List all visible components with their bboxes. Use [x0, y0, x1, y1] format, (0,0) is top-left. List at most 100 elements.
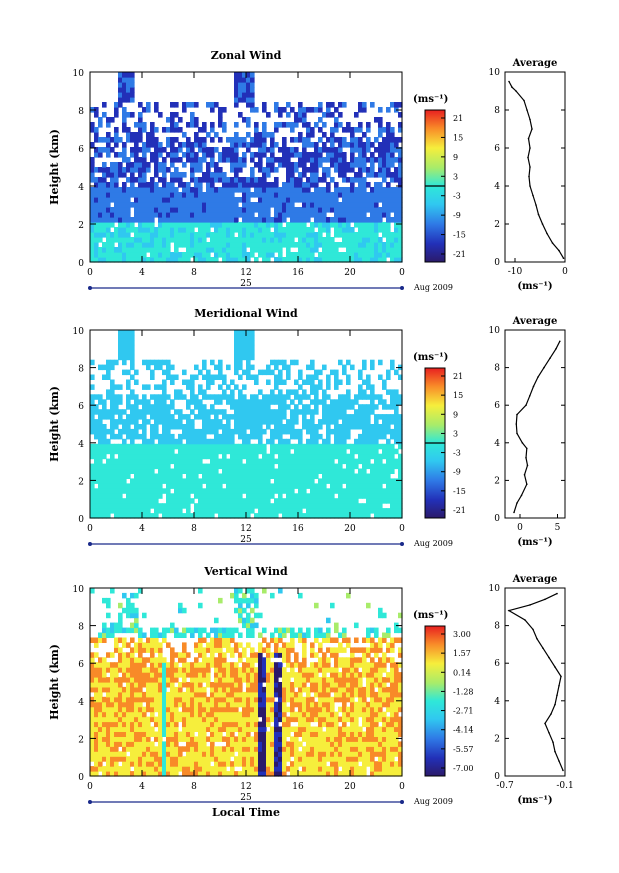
heatmap-cell — [186, 212, 191, 218]
heatmap-cell — [130, 652, 135, 658]
heatmap-cell — [102, 771, 107, 777]
heatmap-cell — [90, 741, 95, 747]
heatmap-cell — [178, 207, 183, 213]
heatmap-cell — [258, 137, 263, 143]
heatmap-cell — [222, 197, 227, 203]
heatmap-cell — [114, 458, 119, 465]
heatmap-cell — [134, 731, 139, 737]
heatmap-cell — [382, 252, 387, 258]
heatmap-cell — [182, 433, 187, 440]
heatmap-cell — [138, 232, 143, 238]
heatmap-cell — [90, 212, 95, 218]
heatmap-cell — [134, 726, 139, 732]
heatmap-cell — [106, 359, 111, 366]
heatmap-cell — [102, 463, 107, 470]
heatmap-cell — [378, 217, 383, 223]
heatmap-cell — [258, 448, 263, 455]
heatmap-cell — [166, 513, 171, 519]
heatmap-cell — [370, 359, 375, 366]
heatmap-cell — [126, 404, 131, 410]
heatmap-cell — [242, 349, 247, 356]
heatmap-cell — [302, 117, 307, 123]
heatmap-cell — [114, 112, 119, 118]
heatmap-cell — [290, 252, 295, 258]
heatmap-cell — [138, 237, 143, 243]
heatmap-cell — [378, 463, 383, 470]
heatmap-cell — [294, 242, 299, 248]
heatmap-cell — [290, 187, 295, 193]
heatmap-cell — [122, 147, 127, 153]
profile-frame — [504, 329, 566, 519]
heatmap-cell — [194, 217, 199, 223]
heatmap-cell — [194, 667, 199, 673]
heatmap-cell — [338, 404, 343, 410]
heatmap-cell — [398, 257, 403, 263]
heatmap-cell — [106, 761, 111, 767]
heatmap-cell — [110, 117, 115, 123]
heatmap-cell — [302, 419, 307, 425]
heatmap-cell — [134, 503, 139, 509]
heatmap-cell — [286, 483, 291, 489]
heatmap-cell — [226, 463, 231, 470]
heatmap-cell — [106, 706, 111, 713]
heatmap-cell — [366, 257, 371, 263]
heatmap-cell — [234, 222, 239, 228]
heatmap-cell — [158, 632, 163, 638]
heatmap-cell — [94, 212, 99, 218]
heatmap-cell — [218, 478, 223, 484]
heatmap-cell — [214, 771, 219, 777]
heatmap-cell — [314, 399, 319, 405]
heatmap-cell — [154, 404, 159, 410]
heatmap-cell — [330, 508, 335, 514]
heatmap-cell — [194, 513, 199, 519]
heatmap-cell — [122, 607, 127, 614]
heatmap-cell — [290, 127, 295, 133]
heatmap-cell — [394, 172, 399, 178]
heatmap-cell — [202, 152, 207, 158]
heatmap-cell — [178, 463, 183, 470]
heatmap-cell — [182, 182, 187, 188]
heatmap-cell — [290, 182, 295, 188]
heatmap-cell — [178, 711, 183, 718]
profile-point — [531, 128, 533, 130]
heatmap-cell — [162, 172, 167, 178]
heatmap-cell — [178, 424, 183, 430]
heatmap-cell — [130, 736, 135, 742]
heatmap-cell — [306, 242, 311, 248]
heatmap-cell — [146, 741, 151, 747]
heatmap-cell — [342, 102, 347, 108]
heatmap-cell — [122, 82, 127, 88]
heatmap-cell — [98, 701, 103, 708]
heatmap-cell — [186, 761, 191, 767]
heatmap-cell — [206, 647, 211, 653]
heatmap-cell — [286, 394, 291, 400]
heatmap-cell — [186, 662, 191, 668]
heatmap-cell — [194, 672, 199, 678]
heatmap-cell — [262, 232, 267, 238]
heatmap-cell — [94, 453, 99, 460]
heatmap-cell — [142, 756, 147, 762]
heatmap-cell — [238, 394, 243, 400]
heatmap-cell — [98, 227, 103, 233]
heatmap-cell — [394, 448, 399, 455]
heatmap-cell — [314, 384, 319, 390]
heatmap-cell — [154, 632, 159, 638]
heatmap-cell — [178, 488, 183, 494]
heatmap-cell — [370, 217, 375, 223]
heatmap-cell — [370, 167, 375, 173]
heatmap-cell — [302, 478, 307, 484]
heatmap-cell — [338, 503, 343, 509]
heatmap-cell — [134, 508, 139, 514]
heatmap-cell — [366, 428, 371, 435]
heatmap-cell — [102, 493, 107, 499]
heatmap-cell — [162, 399, 167, 405]
heatmap-cell — [166, 677, 171, 683]
heatmap-cell — [238, 334, 243, 341]
heatmap-cell — [142, 182, 147, 188]
heatmap-cell — [358, 468, 363, 474]
heatmap-cell — [126, 766, 131, 772]
heatmap-cell — [158, 751, 163, 757]
heatmap-cell — [278, 463, 283, 470]
heatmap-cell — [334, 152, 339, 158]
heatmap-cell — [162, 394, 167, 400]
